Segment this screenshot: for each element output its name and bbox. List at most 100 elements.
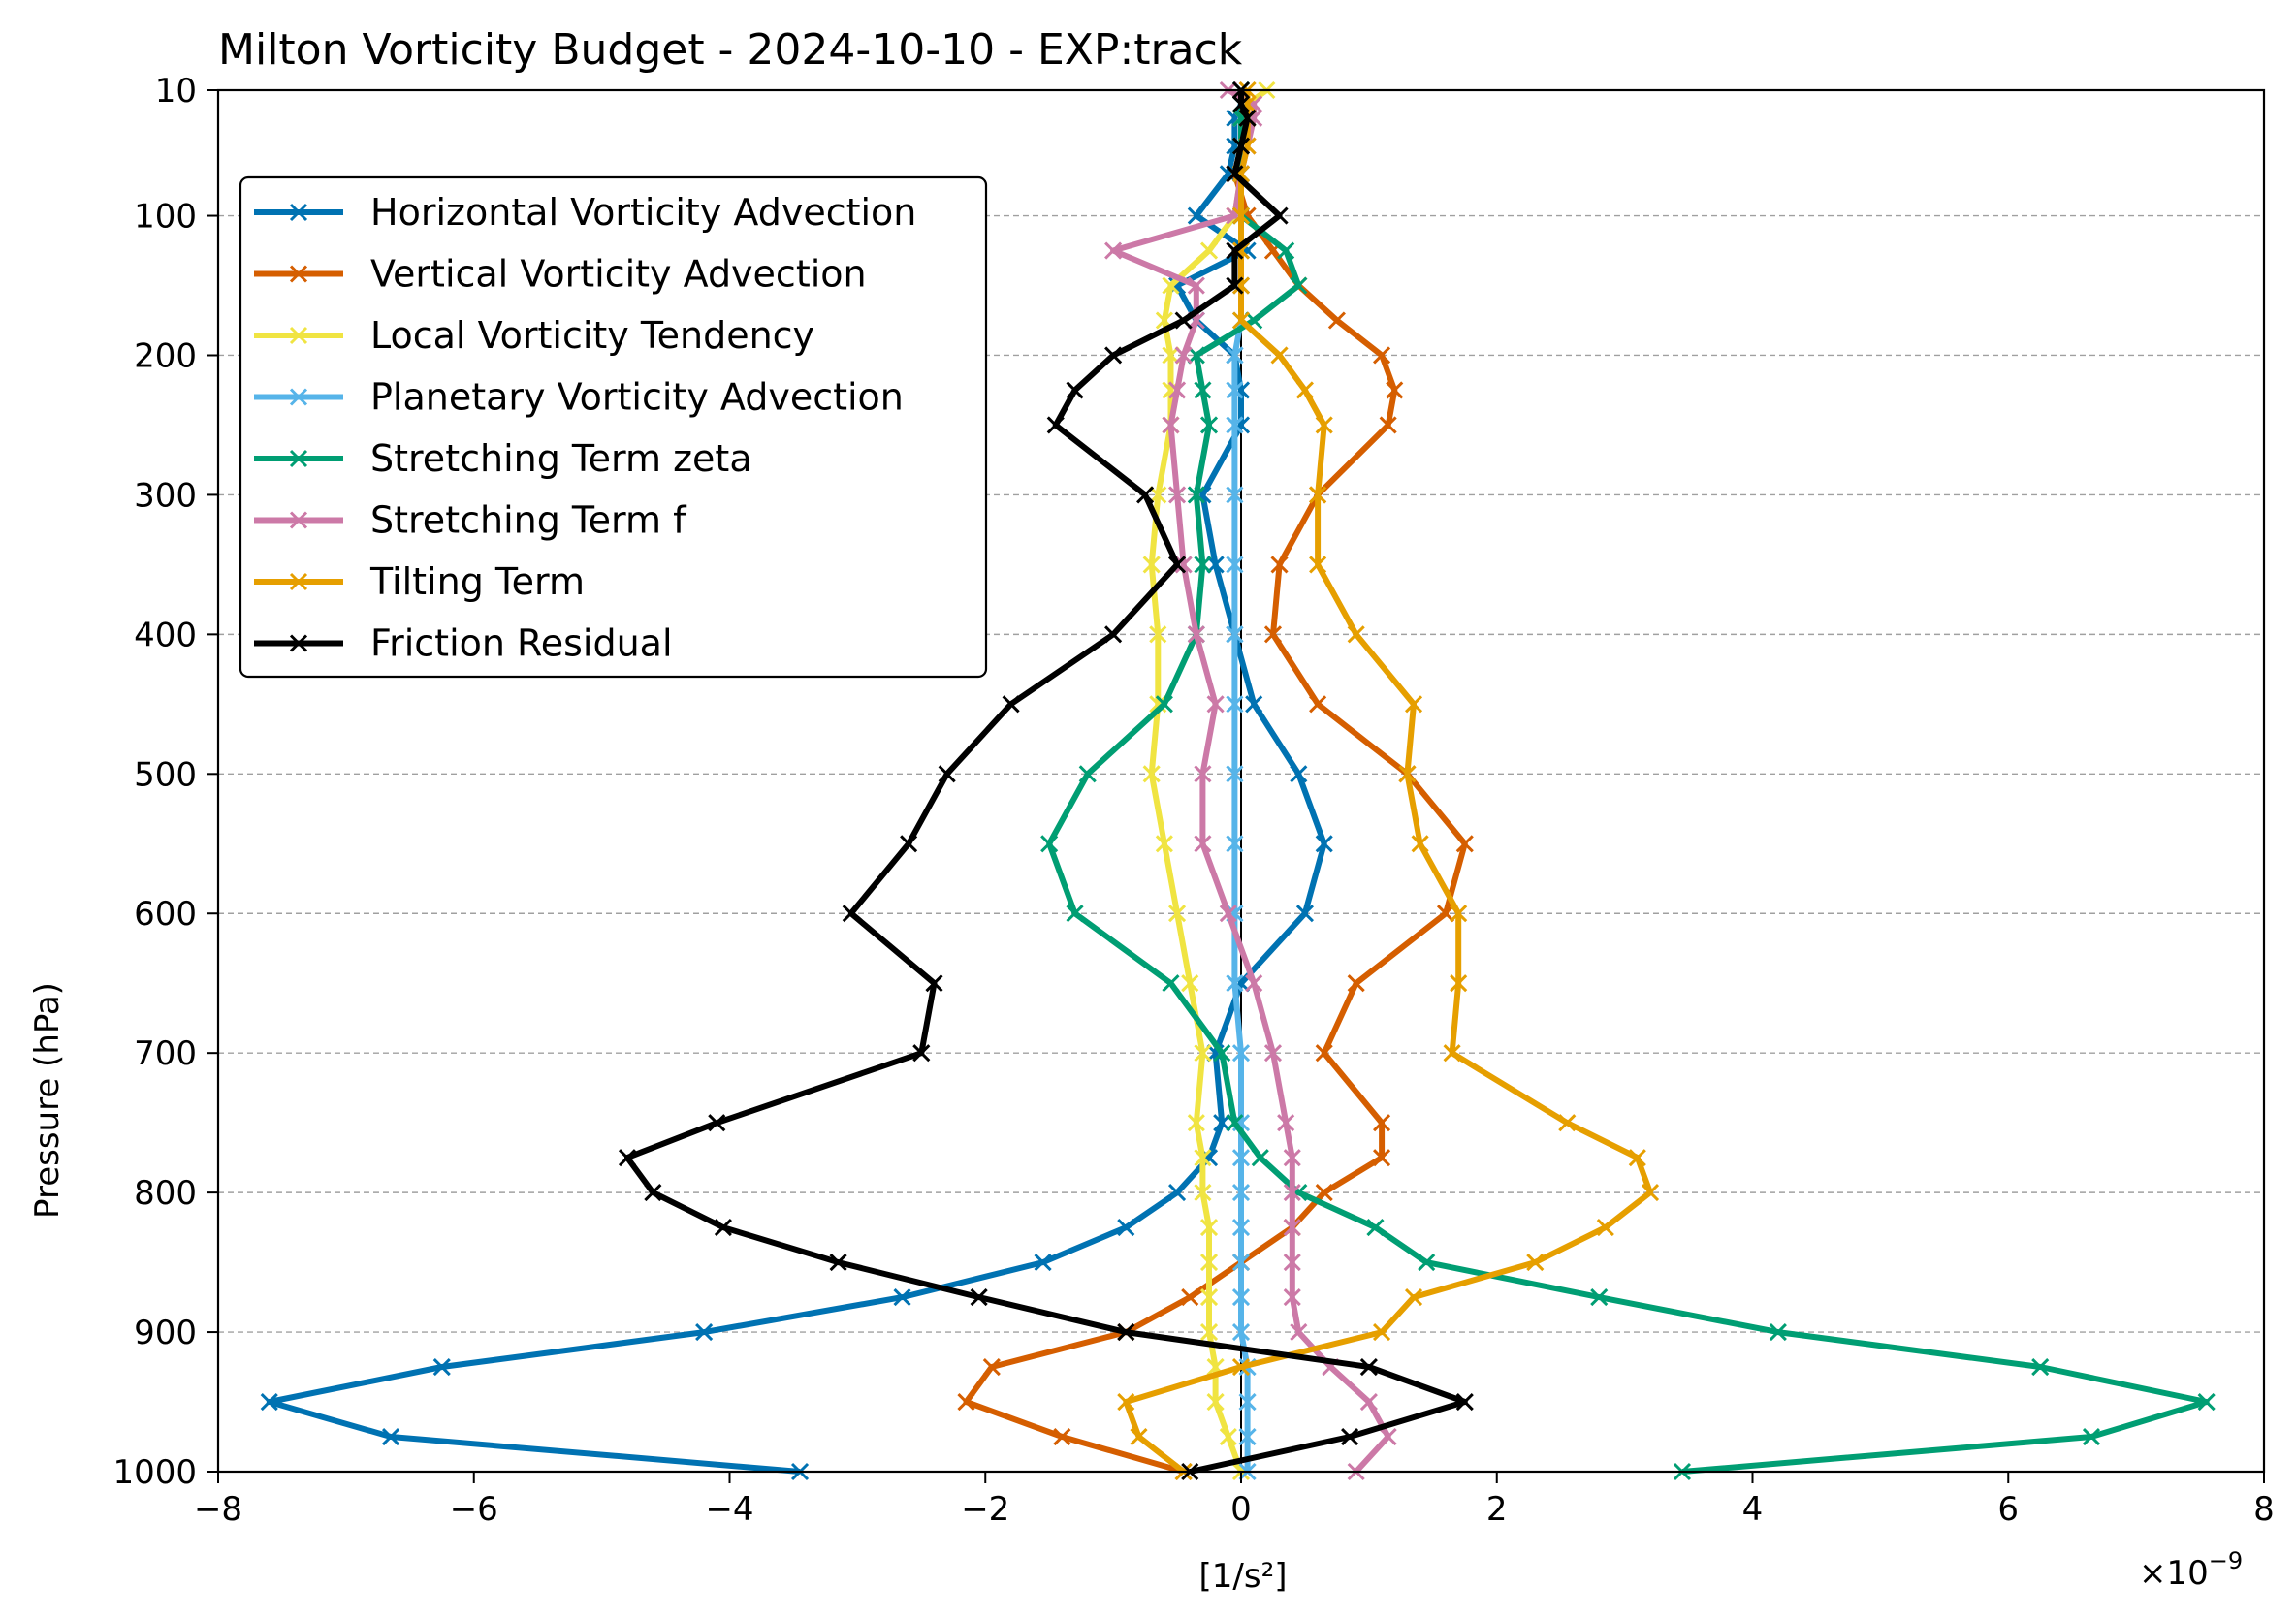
data-point <box>1187 346 1205 365</box>
data-point <box>1347 974 1365 993</box>
data-point <box>1187 276 1205 295</box>
data-point <box>1155 695 1173 714</box>
data-point <box>644 1184 662 1202</box>
data-point <box>1231 1288 1251 1307</box>
data-point <box>1194 1149 1212 1167</box>
data-point <box>1226 346 1244 365</box>
x-axis-ticks: −8 −6 −4 −2 0 2 4 6 8 <box>194 1472 2275 1529</box>
data-point <box>1053 1427 1071 1446</box>
data-point <box>1206 556 1225 574</box>
data-point <box>938 765 956 783</box>
data-point <box>1372 346 1391 365</box>
data-point <box>1199 1288 1219 1307</box>
data-point <box>1162 346 1180 365</box>
data-point <box>1315 1044 1333 1063</box>
data-point <box>1187 206 1205 225</box>
data-point <box>893 1288 911 1307</box>
data-point <box>1226 765 1244 783</box>
data-point <box>1379 416 1397 434</box>
data-point <box>1379 1427 1397 1446</box>
data-point <box>1270 556 1289 574</box>
data-point <box>1418 1254 1436 1272</box>
data-point <box>1149 695 1167 714</box>
data-point <box>1327 311 1346 330</box>
data-point <box>1245 695 1263 714</box>
y-tick-label: 500 <box>134 755 197 794</box>
data-point <box>432 1357 451 1377</box>
data-point <box>1199 1219 1219 1237</box>
data-point <box>1455 1392 1474 1412</box>
data-point <box>1270 206 1289 225</box>
data-point <box>829 1254 847 1272</box>
data-point <box>1295 905 1315 923</box>
legend-entry: Stretching Term zeta <box>254 437 752 480</box>
legend-entries: Horizontal Vorticity Advection Vertical V… <box>254 191 916 665</box>
data-point <box>1040 835 1059 853</box>
data-point <box>1398 765 1417 783</box>
legend-label: Tilting Term <box>369 560 585 603</box>
legend-label: Stretching Term zeta <box>370 437 752 480</box>
data-point <box>1117 1219 1135 1237</box>
data-point <box>1104 346 1123 365</box>
series-6 <box>1117 80 1660 1481</box>
data-point <box>1315 416 1333 434</box>
data-point <box>1162 974 1180 993</box>
data-point <box>1066 905 1084 923</box>
legend-label: Horizontal Vorticity Advection <box>370 191 916 234</box>
data-point <box>1066 381 1084 399</box>
data-point <box>1002 695 1020 714</box>
data-point <box>1283 1288 1301 1307</box>
x-scale-exponent: −9 <box>2209 1547 2243 1574</box>
data-point <box>1194 556 1212 574</box>
data-point <box>1194 765 1212 783</box>
data-point <box>1443 1044 1461 1063</box>
data-point <box>1034 1254 1052 1272</box>
data-point <box>1194 1184 1212 1202</box>
series-line <box>1110 87 1391 1475</box>
y-tick-label: 300 <box>134 476 197 515</box>
data-point <box>1199 241 1219 260</box>
data-point <box>1219 1427 1237 1446</box>
legend-marker <box>289 449 308 468</box>
legend-entry: Friction Residual <box>254 622 673 665</box>
data-point <box>1219 905 1237 923</box>
y-tick-label: 1000 <box>112 1453 197 1492</box>
data-point <box>1174 556 1193 574</box>
data-point <box>1226 276 1244 295</box>
data-point <box>970 1288 988 1307</box>
data-point <box>1226 695 1244 714</box>
data-point <box>1450 974 1468 993</box>
data-point <box>1238 1427 1257 1446</box>
data-point <box>1283 1254 1301 1272</box>
data-point <box>1366 1219 1385 1237</box>
legend-label: Stretching Term f <box>370 499 687 542</box>
data-point <box>1295 381 1315 399</box>
data-point <box>1372 1149 1391 1167</box>
data-point <box>1226 835 1244 853</box>
series-7 <box>618 80 1474 1481</box>
data-point <box>1136 486 1155 504</box>
data-point <box>1226 241 1244 260</box>
legend-marker <box>289 265 308 283</box>
data-point <box>1404 695 1423 714</box>
data-point <box>900 835 918 853</box>
data-point <box>1167 905 1187 923</box>
data-point <box>1226 416 1244 434</box>
data-point <box>912 1044 931 1063</box>
data-point <box>1231 1044 1251 1063</box>
x-tick-label: −8 <box>194 1490 242 1529</box>
data-point <box>1167 556 1187 574</box>
legend-marker <box>289 572 308 591</box>
data-point <box>1167 381 1187 399</box>
data-point <box>1155 835 1173 853</box>
legend: Horizontal Vorticity Advection Vertical V… <box>239 175 988 679</box>
data-point <box>1130 1427 1148 1446</box>
data-point <box>1231 311 1251 330</box>
legend-marker <box>289 634 308 652</box>
data-point <box>1117 1392 1135 1412</box>
data-point <box>1231 206 1251 225</box>
data-point <box>1309 486 1327 504</box>
data-point <box>1309 695 1327 714</box>
data-point <box>714 1219 732 1237</box>
data-point <box>381 1427 400 1446</box>
